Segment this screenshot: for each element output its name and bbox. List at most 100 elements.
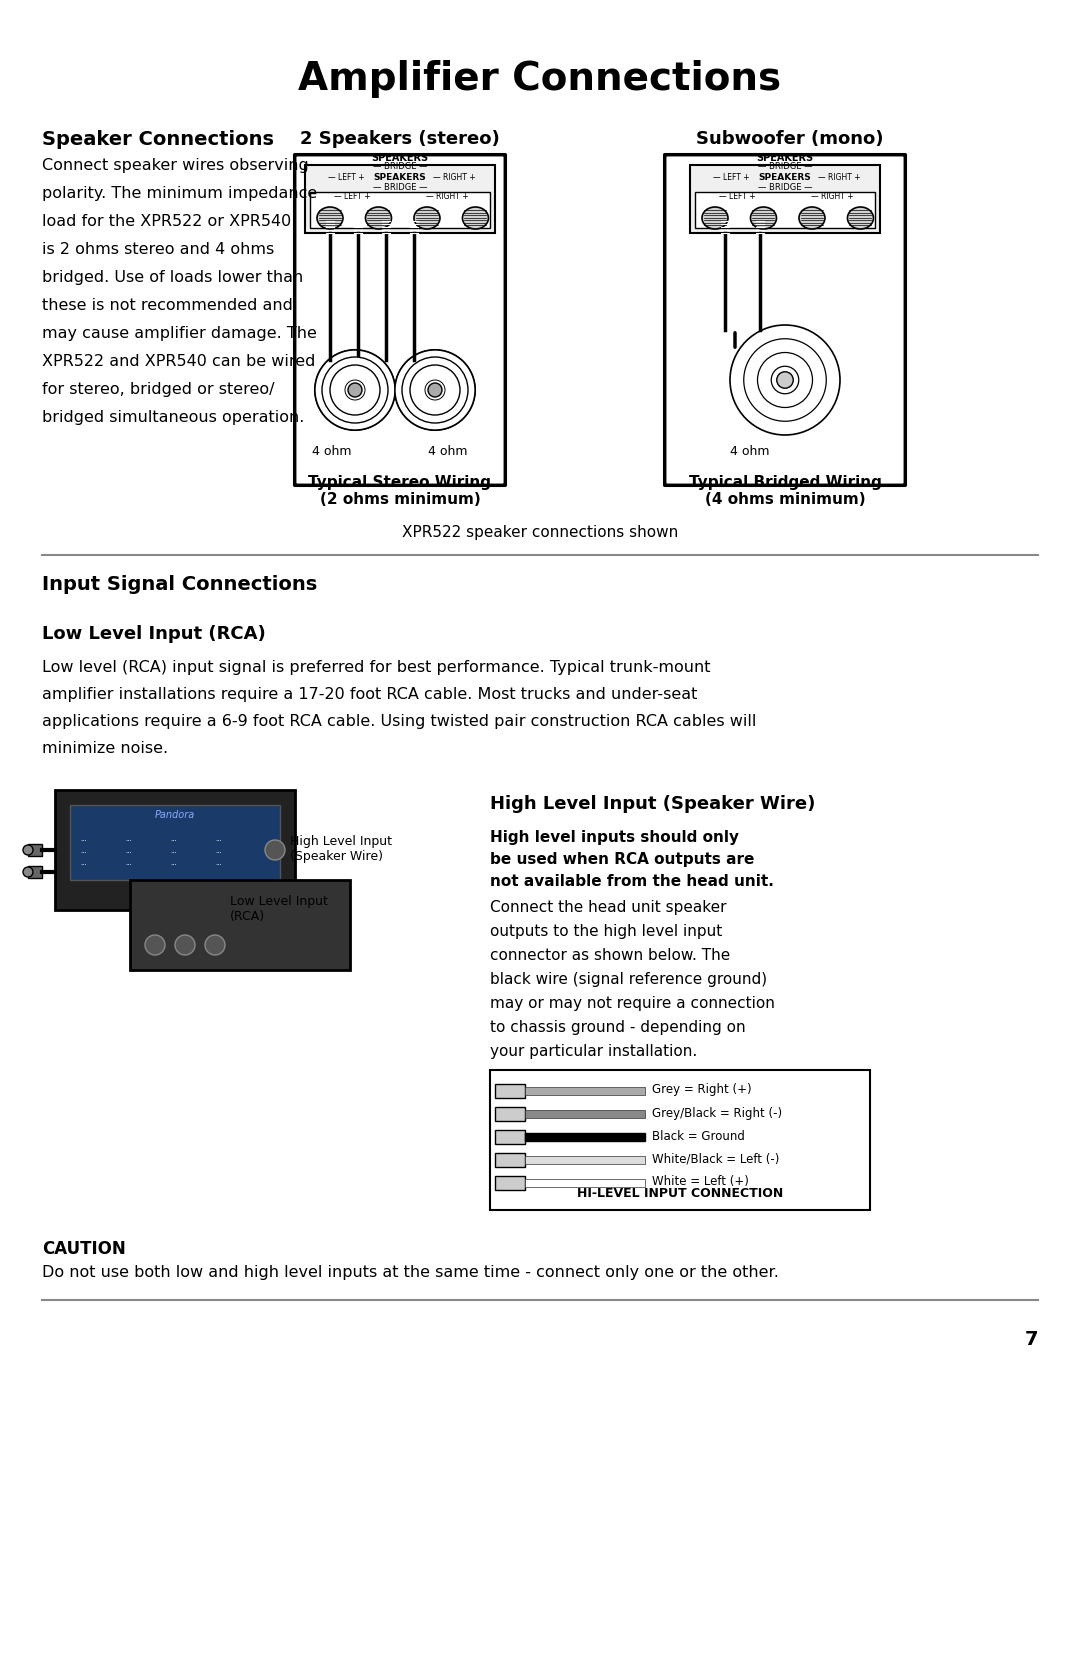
- Text: 2 Speakers (stereo): 2 Speakers (stereo): [300, 130, 500, 149]
- Circle shape: [175, 935, 195, 955]
- Text: SPEAKERS: SPEAKERS: [756, 154, 813, 164]
- Text: HI-LEVEL INPUT CONNECTION: HI-LEVEL INPUT CONNECTION: [577, 1187, 783, 1200]
- Circle shape: [429, 384, 441, 396]
- Bar: [28, 845, 42, 856]
- Circle shape: [402, 357, 468, 422]
- Ellipse shape: [848, 207, 874, 229]
- Text: connector as shown below. The: connector as shown below. The: [490, 948, 730, 963]
- Text: is 2 ohms stereo and 4 ohms: is 2 ohms stereo and 4 ohms: [42, 242, 274, 257]
- Text: — BRIDGE —: — BRIDGE —: [373, 162, 428, 170]
- Bar: [490, 1070, 870, 1210]
- Text: White = Left (+): White = Left (+): [652, 1175, 748, 1188]
- Text: Low Level Input (RCA): Low Level Input (RCA): [42, 624, 266, 643]
- Circle shape: [348, 382, 362, 397]
- Text: ...: ...: [125, 836, 132, 841]
- Bar: [525, 1133, 645, 1142]
- Circle shape: [23, 866, 33, 876]
- Bar: [495, 1107, 525, 1122]
- Text: may or may not require a connection: may or may not require a connection: [490, 996, 774, 1011]
- Text: Grey = Right (+): Grey = Right (+): [652, 1083, 752, 1097]
- Bar: [525, 1178, 645, 1187]
- Circle shape: [744, 339, 826, 421]
- Circle shape: [413, 367, 457, 412]
- FancyBboxPatch shape: [295, 155, 505, 486]
- Text: — BRIDGE —: — BRIDGE —: [373, 184, 428, 192]
- Bar: [495, 1130, 525, 1143]
- Text: High level inputs should only: High level inputs should only: [490, 829, 739, 845]
- Text: these is not recommended and: these is not recommended and: [42, 299, 293, 314]
- Circle shape: [23, 845, 33, 855]
- Text: SPEAKERS: SPEAKERS: [372, 154, 429, 164]
- Text: ...: ...: [215, 848, 221, 855]
- Text: — BRIDGE —: — BRIDGE —: [758, 162, 812, 170]
- Ellipse shape: [462, 207, 488, 229]
- Ellipse shape: [365, 207, 391, 229]
- Text: 4 ohm: 4 ohm: [312, 446, 351, 457]
- Circle shape: [315, 350, 395, 431]
- Text: Amplifier Connections: Amplifier Connections: [298, 60, 782, 98]
- Text: High Level Input
(Speaker Wire): High Level Input (Speaker Wire): [291, 834, 392, 863]
- Text: load for the XPR522 or XPR540: load for the XPR522 or XPR540: [42, 214, 292, 229]
- Text: ...: ...: [170, 860, 177, 866]
- Bar: [28, 866, 42, 878]
- Text: outputs to the high level input: outputs to the high level input: [490, 925, 723, 940]
- Text: ...: ...: [80, 848, 86, 855]
- Text: 7: 7: [1025, 1330, 1038, 1349]
- Text: — LEFT +: — LEFT +: [713, 174, 750, 182]
- Text: bridged. Use of loads lower than: bridged. Use of loads lower than: [42, 270, 303, 285]
- Text: Typical Bridged Wiring
(4 ohms minimum): Typical Bridged Wiring (4 ohms minimum): [689, 476, 881, 507]
- Text: Connect the head unit speaker: Connect the head unit speaker: [490, 900, 727, 915]
- Text: CAUTION: CAUTION: [42, 1240, 125, 1258]
- Circle shape: [145, 935, 165, 955]
- Text: — RIGHT +: — RIGHT +: [427, 192, 469, 200]
- Text: be used when RCA outputs are: be used when RCA outputs are: [490, 851, 754, 866]
- Text: Black = Ground: Black = Ground: [652, 1130, 745, 1143]
- Text: for stereo, bridged or stereo/: for stereo, bridged or stereo/: [42, 382, 274, 397]
- Bar: [525, 1087, 645, 1095]
- FancyBboxPatch shape: [664, 155, 905, 486]
- Bar: [696, 192, 875, 229]
- Text: minimize noise.: minimize noise.: [42, 741, 168, 756]
- Bar: [305, 165, 495, 234]
- Text: may cause amplifier damage. The: may cause amplifier damage. The: [42, 325, 316, 340]
- Text: XPR522 and XPR540 can be wired: XPR522 and XPR540 can be wired: [42, 354, 315, 369]
- Text: Connect speaker wires observing: Connect speaker wires observing: [42, 159, 309, 174]
- Text: black wire (signal reference ground): black wire (signal reference ground): [490, 971, 767, 986]
- Text: your particular installation.: your particular installation.: [490, 1045, 698, 1060]
- Bar: [690, 165, 880, 234]
- Ellipse shape: [414, 207, 440, 229]
- Text: ...: ...: [125, 848, 132, 855]
- Circle shape: [403, 357, 467, 422]
- Circle shape: [395, 350, 475, 431]
- Ellipse shape: [751, 207, 777, 229]
- Text: High Level Input (Speaker Wire): High Level Input (Speaker Wire): [490, 794, 815, 813]
- Text: ...: ...: [125, 860, 132, 866]
- Circle shape: [345, 381, 365, 401]
- Circle shape: [343, 377, 367, 402]
- Text: ...: ...: [80, 860, 86, 866]
- Text: ...: ...: [215, 860, 221, 866]
- Text: — LEFT +: — LEFT +: [327, 174, 364, 182]
- Bar: [495, 1153, 525, 1167]
- Text: ...: ...: [170, 836, 177, 841]
- Text: — RIGHT +: — RIGHT +: [818, 174, 861, 182]
- Circle shape: [205, 935, 225, 955]
- Circle shape: [757, 352, 812, 407]
- Circle shape: [322, 357, 388, 422]
- Circle shape: [333, 367, 377, 412]
- Text: Typical Stereo Wiring
(2 ohms minimum): Typical Stereo Wiring (2 ohms minimum): [309, 476, 491, 507]
- Text: 4 ohm: 4 ohm: [428, 446, 468, 457]
- Bar: [55, 789, 295, 910]
- Text: XPR522 speaker connections shown: XPR522 speaker connections shown: [402, 526, 678, 541]
- Circle shape: [428, 382, 442, 397]
- Text: polarity. The minimum impedance: polarity. The minimum impedance: [42, 185, 318, 200]
- Circle shape: [323, 357, 387, 422]
- Text: ...: ...: [80, 836, 86, 841]
- Text: Input Signal Connections: Input Signal Connections: [42, 576, 318, 594]
- Circle shape: [349, 384, 361, 396]
- Bar: [525, 1133, 645, 1142]
- Text: Speaker Connections: Speaker Connections: [42, 130, 274, 149]
- Circle shape: [315, 350, 395, 431]
- Ellipse shape: [318, 207, 343, 229]
- Circle shape: [395, 350, 475, 431]
